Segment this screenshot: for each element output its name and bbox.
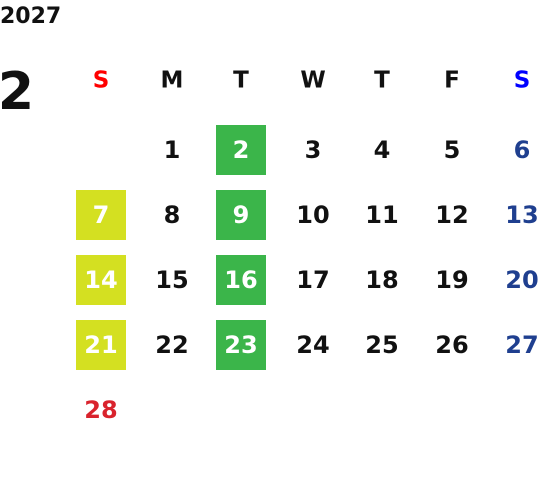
day-highlight — [216, 255, 266, 305]
day-highlight — [76, 320, 126, 370]
weekday-label: S — [514, 68, 531, 94]
day-number: 28 — [84, 396, 117, 424]
day-number: 7 — [93, 201, 110, 229]
day-highlight — [216, 125, 266, 175]
year: 2027 — [0, 4, 61, 29]
day-number: 13 — [505, 201, 538, 229]
day-number: 20 — [505, 266, 538, 294]
day-number: 4 — [374, 136, 391, 164]
day-number: 27 — [505, 331, 538, 359]
day-number: 6 — [514, 136, 531, 164]
weekday-label: S — [93, 68, 110, 94]
weekday-label: T — [374, 68, 390, 94]
day-number: 12 — [435, 201, 468, 229]
day-highlight — [216, 320, 266, 370]
day-number: 17 — [296, 266, 329, 294]
day-number: 11 — [365, 201, 398, 229]
weekday-label: T — [233, 68, 249, 94]
day-number: 5 — [444, 136, 461, 164]
month: 2 — [0, 62, 34, 122]
day-number: 15 — [155, 266, 188, 294]
day-highlight — [76, 190, 126, 240]
day-number: 16 — [224, 266, 257, 294]
day-number: 25 — [365, 331, 398, 359]
day-number: 24 — [296, 331, 329, 359]
weekday-label: M — [161, 68, 184, 94]
day-number: 22 — [155, 331, 188, 359]
day-number: 8 — [164, 201, 181, 229]
day-number: 19 — [435, 266, 468, 294]
day-highlight — [216, 190, 266, 240]
day-number: 9 — [233, 201, 250, 229]
day-number: 18 — [365, 266, 398, 294]
day-number: 21 — [84, 331, 117, 359]
day-number: 23 — [224, 331, 257, 359]
day-number: 1 — [164, 136, 181, 164]
day-number: 3 — [305, 136, 322, 164]
day-number: 2 — [233, 136, 250, 164]
weekday-label: W — [300, 68, 325, 94]
weekday-label: F — [444, 68, 460, 94]
day-number: 26 — [435, 331, 468, 359]
day-highlight — [76, 255, 126, 305]
day-number: 10 — [296, 201, 329, 229]
day-number: 14 — [84, 266, 117, 294]
